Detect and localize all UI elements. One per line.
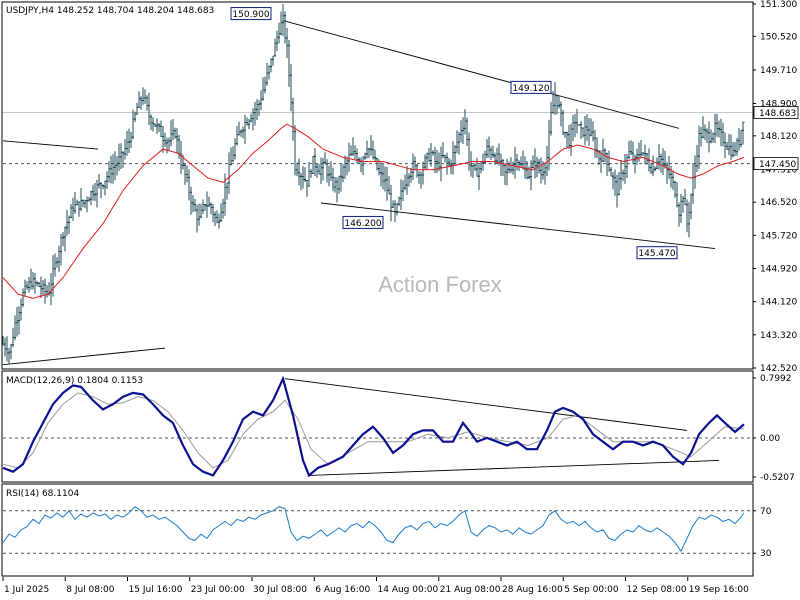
price-annotations: 150.900 149.120 146.200 145.470: [230, 7, 678, 260]
price-trendlines: [2, 20, 716, 366]
price-annotation-box: [636, 246, 678, 260]
rsi-panel-frame: [1, 483, 754, 577]
time-tick-label: 1 Jul 2025: [4, 585, 49, 595]
trendline: [320, 202, 716, 250]
price-annotation-box: [230, 7, 272, 21]
rsi-header: RSI(14) 68.1104: [6, 489, 79, 499]
time-tick-label: 6 Aug 16:00: [315, 585, 370, 595]
time-tick-label: 23 Jul 00:00: [191, 585, 245, 595]
macd-tick-label: -0.5207: [760, 473, 795, 483]
level-price-label: 147.450: [759, 160, 796, 170]
last-price-label: 148.683: [759, 109, 796, 119]
price-tick-label: 145.720: [760, 231, 797, 241]
price-tick-label: 142.520: [760, 364, 797, 374]
trendline: [2, 140, 99, 150]
macd-header: MACD(12,26,9) 0.1804 0.1153: [6, 376, 143, 386]
time-tick-label: 8 Jul 08:00: [66, 585, 115, 595]
price-annotation-box: [510, 80, 552, 94]
trendline: [2, 347, 166, 366]
rsi-axis: 70 30: [3, 507, 772, 559]
level-price-label-box: [753, 157, 799, 171]
candlestick-series: [2, 4, 745, 365]
time-tick-label: 15 Jul 16:00: [129, 585, 183, 595]
price-annotation-label: 149.120: [512, 84, 549, 94]
time-tick-label: 14 Aug 00:00: [378, 585, 439, 595]
time-tick-label: 5 Sep 00:00: [564, 585, 619, 595]
price-annotation-label: 146.200: [344, 219, 381, 229]
price-tick-label: 143.320: [760, 331, 797, 341]
price-marker-labels: 148.683 147.450: [753, 106, 799, 171]
symbol-header: USDJPY,H4 148.252 148.704 148.204 148.68…: [6, 6, 214, 16]
last-price-label-box: [753, 106, 799, 119]
time-tick-label: 12 Sep 08:00: [627, 585, 687, 595]
time-tick-label: 30 Jul 08:00: [253, 585, 307, 595]
price-tick-label: 149.710: [760, 66, 797, 76]
moving-average-line: [2, 123, 745, 299]
rsi-tick-label: 70: [760, 507, 772, 517]
watermark: Action Forex: [378, 272, 502, 297]
price-annotation-box: [342, 215, 384, 229]
price-tick-label: 144.120: [760, 298, 797, 308]
macd-trendline: [308, 459, 720, 476]
rsi-tick-label: 30: [760, 549, 772, 559]
price-panel-frame: [1, 1, 754, 370]
price-tick-label: 148.900: [760, 99, 797, 109]
price-tick-label: 144.920: [760, 265, 797, 275]
macd-trendline: [284, 378, 688, 431]
macd-tick-label: 0.00: [760, 434, 780, 444]
price-tick-label: 147.310: [760, 165, 797, 175]
price-tick-label: 151.300: [760, 0, 797, 10]
time-tick-label: 21 Aug 08:00: [440, 585, 501, 595]
price-tick-label: 148.120: [760, 132, 797, 142]
time-tick-label: 28 Aug 16:00: [502, 585, 563, 595]
time-axis: 1 Jul 2025 8 Jul 08:00 15 Jul 16:00 23 Jul …: [2, 577, 749, 595]
macd-trendlines: [284, 378, 720, 476]
macd-line: [2, 375, 745, 478]
rsi-line: [2, 505, 745, 553]
macd-panel-frame: [1, 370, 754, 483]
trendline: [282, 20, 680, 129]
price-tick-label: 150.520: [760, 32, 797, 42]
price-annotation-label: 150.900: [232, 10, 269, 20]
price-annotation-label: 145.470: [638, 249, 675, 259]
time-tick-label: 19 Sep 16:00: [689, 585, 749, 595]
price-tick-label: 146.520: [760, 198, 797, 208]
price-axis: 151.300 150.520 149.710 148.900 148.120 147.3…: [753, 0, 797, 374]
macd-tick-label: 0.7992: [760, 374, 792, 384]
macd-axis: 0.7992 0.00 -0.5207: [3, 374, 795, 483]
